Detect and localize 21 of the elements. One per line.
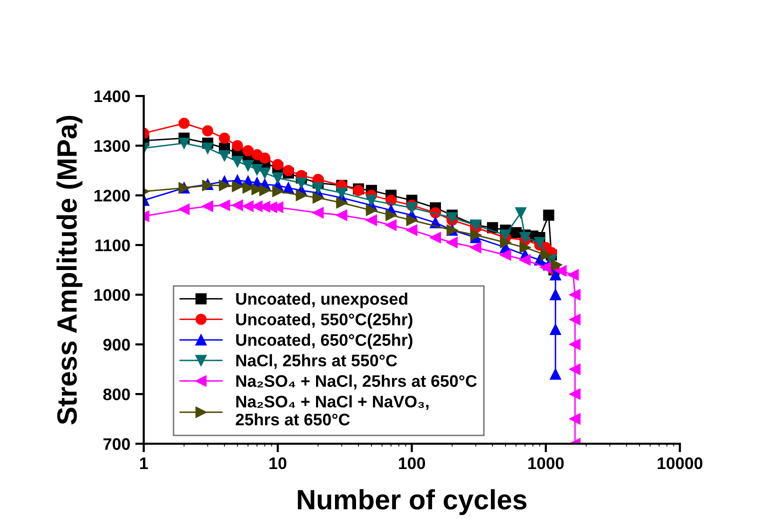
y-tick-label: 1200 (94, 190, 130, 202)
y-axis-title: Stress Amplitude (MPa) (56, 116, 82, 424)
x-tick-label: 100 (398, 457, 426, 470)
legend-label: Na₂SO₄ + NaCl, 25hrs at 650°C (236, 374, 477, 390)
y-tick-label: 1100 (95, 239, 130, 252)
y-tick-label: 900 (103, 338, 130, 351)
y-tick-label: 700 (103, 438, 130, 450)
x-tick-label: 10000 (658, 457, 702, 470)
x-tick-label: 10 (270, 457, 286, 470)
x-axis-title: Number of cycles (298, 489, 526, 516)
legend-label: Na₂SO₄ + NaCl + NaVO₃, 25hrs at 650°C (236, 395, 428, 426)
y-tick-label: 1000 (94, 289, 130, 301)
x-tick-label: 1 (140, 458, 148, 470)
legend-label: NaCl, 25hrs at 550°C (236, 354, 398, 369)
y-tick-label: 1300 (94, 140, 130, 152)
x-tick-label: 1000 (528, 457, 564, 470)
y-tick-label: 800 (103, 388, 130, 400)
legend-label: Uncoated, unexposed (236, 292, 408, 308)
y-tick-label: 1400 (94, 90, 130, 102)
legend-label: Uncoated, 550°C(25hr) (236, 313, 412, 329)
legend-label: Uncoated, 650°C(25hr) (236, 334, 412, 350)
